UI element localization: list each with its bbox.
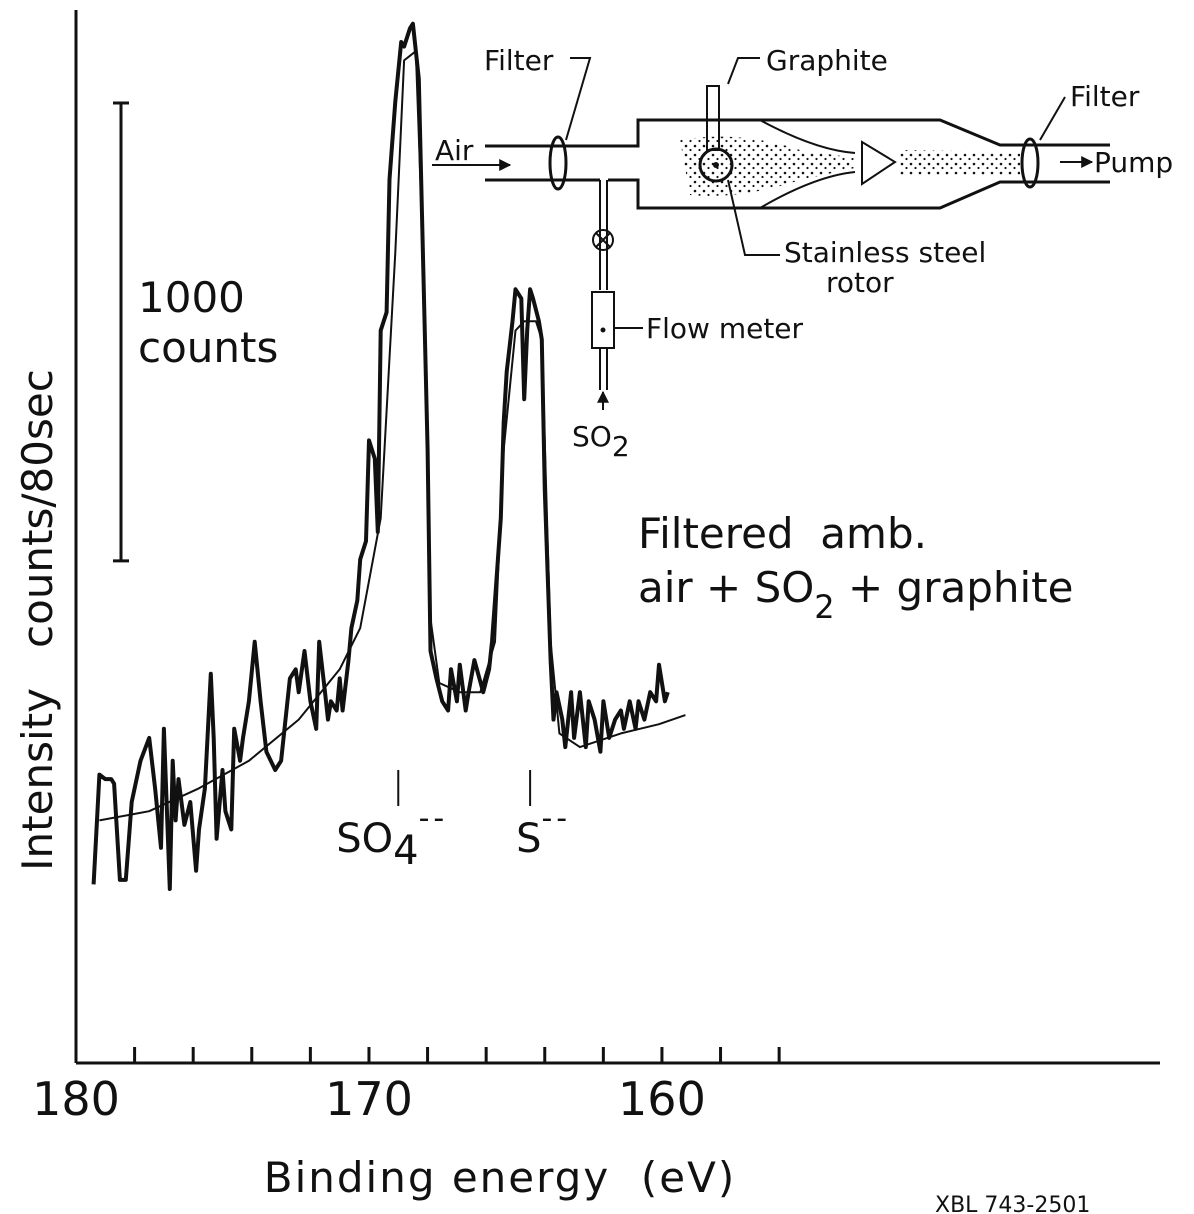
leader-line — [1039, 96, 1066, 141]
filter — [1020, 137, 1040, 189]
diagram-label: SO2 — [572, 420, 630, 463]
diagram-label: Air — [435, 134, 474, 167]
peak-label-part: SO — [336, 816, 393, 862]
scale-bar — [113, 101, 129, 563]
annotation-subscript: 2 — [814, 588, 834, 626]
annotation: air + SO2 + graphite — [638, 563, 1073, 626]
apparatus-diagram: Filter Graphite Filter Air Pump Stainles… — [432, 44, 1173, 463]
diagram-label: Filter — [1070, 80, 1140, 113]
figure-id: XBL 743-2501 — [935, 1193, 1090, 1214]
rotor-axle — [713, 162, 719, 168]
leader-line — [565, 57, 592, 141]
peak-label-subscript: 4 — [393, 828, 418, 874]
filter — [548, 135, 568, 191]
diagram-label: Filter — [484, 44, 554, 77]
flow-meter — [591, 291, 615, 349]
tube-wall — [485, 178, 1110, 210]
scale-bar-label: counts — [138, 323, 278, 372]
nozzle — [861, 140, 897, 186]
annotation-part: + graphite — [835, 563, 1074, 612]
spectrum-line — [91, 21, 670, 891]
diagram-label: Pump — [1094, 146, 1173, 179]
diagram-label: Stainless steel — [784, 236, 986, 269]
particles — [900, 150, 1020, 175]
peak-label: SO4-- — [336, 801, 448, 874]
diagram-label-subscript: 2 — [612, 430, 630, 463]
x-tick-label: 170 — [325, 1072, 413, 1126]
peak-label-superscript: -- — [541, 801, 571, 836]
valve-cross — [595, 232, 611, 248]
diagram-label: rotor — [826, 266, 894, 299]
tube-wall — [485, 118, 1110, 148]
leader-line — [727, 179, 780, 256]
x-axis-label: Binding energy (eV) — [264, 1153, 736, 1202]
annotation: Filtered amb. — [638, 509, 927, 558]
peak-label-superscript: -- — [419, 801, 449, 836]
peak-label: S-- — [516, 801, 571, 862]
scale-bar-label: 1000 — [138, 273, 245, 322]
y-axis-label: Intensity counts/80sec — [13, 369, 62, 871]
diagram-label-part: SO — [572, 420, 612, 453]
annotation-part: air + SO — [638, 563, 814, 612]
x-tick-label: 180 — [32, 1072, 120, 1126]
x-tick-label: 160 — [618, 1072, 706, 1126]
leader-line — [727, 57, 760, 85]
funnel — [759, 119, 856, 209]
so2-line — [599, 180, 608, 390]
spectrum-line — [99, 50, 686, 822]
flow-meter-float — [600, 327, 606, 333]
peak-label-part: S — [516, 816, 541, 862]
diagram-label: Graphite — [766, 44, 888, 77]
diagram-label: Flow meter — [646, 312, 804, 345]
rotor — [698, 147, 734, 183]
valve — [592, 229, 614, 251]
